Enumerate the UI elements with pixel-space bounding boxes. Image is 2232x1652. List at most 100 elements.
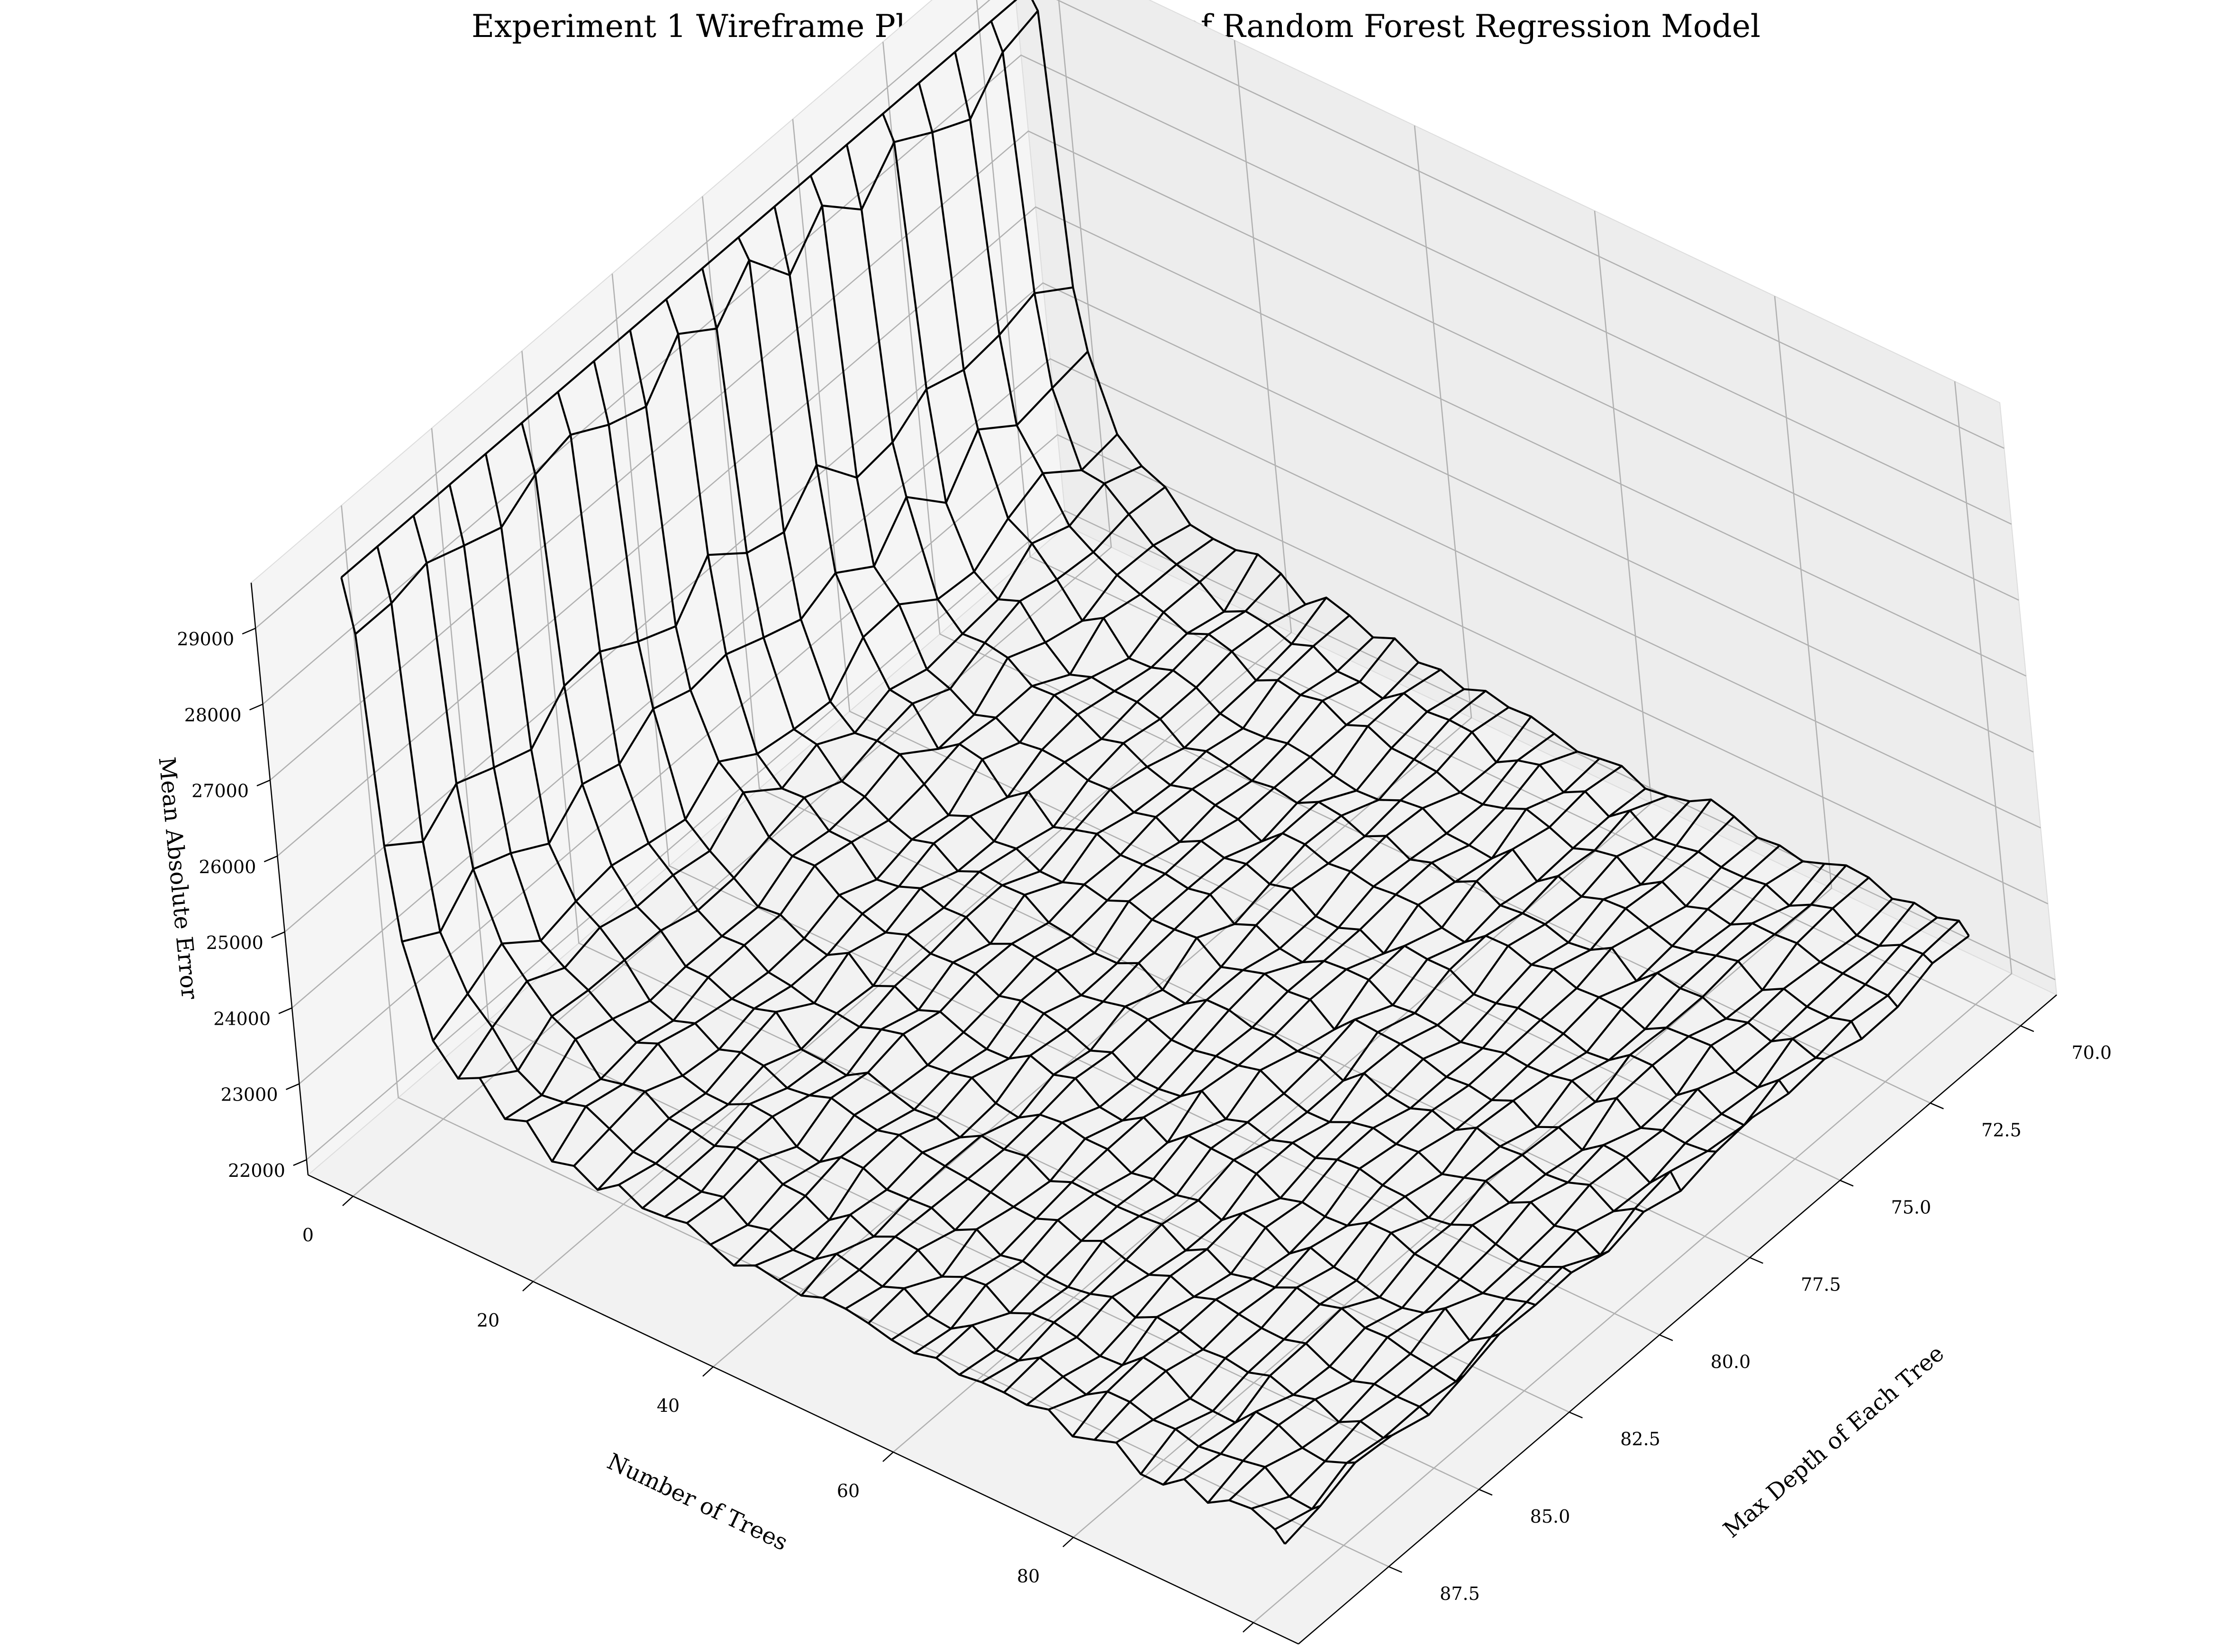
wire-line-trees [384,286,1073,847]
x-tick-label: 80 [1017,1566,1040,1587]
z-tick-label: 22000 [228,1160,285,1181]
wire-line-trees [597,573,1282,1191]
y-tick-label: 77.5 [1801,1274,1841,1295]
wire-line-trees [1251,917,1938,1510]
wire-line-trees [733,661,1419,1266]
z-tick-label: 26000 [199,857,256,877]
wire-line-trees [686,636,1374,1224]
wire-line-trees [1162,865,1847,1486]
x-tick [342,1196,354,1206]
y-axis-label: Max Depth of Each Tree [1718,1340,1949,1543]
wire-line-trees [340,0,1017,578]
z-tick [293,1159,307,1166]
wire-line-trees [664,614,1351,1218]
wire-line-trees [868,732,1555,1324]
z-tick-label: 23000 [221,1084,278,1105]
z-tick-label: 25000 [206,932,263,953]
y-tick [1749,1257,1763,1264]
y-tick [2020,1025,2034,1032]
z-tick [256,779,271,786]
wire-line-trees [845,716,1532,1310]
x-tick-label: 20 [477,1310,499,1331]
z-tick [286,1083,300,1090]
z-tick-label: 29000 [177,629,234,650]
z-axis-line [250,582,309,1175]
z-grid-line [277,206,2026,857]
z-grid-line [255,0,2005,629]
x-tick [1243,1622,1254,1633]
wire-line-trees [710,638,1396,1246]
z-tick [271,931,285,939]
x-tick [1062,1537,1074,1547]
wire-line-trees [778,688,1465,1282]
x-tick-label: 100 [1191,1651,1226,1652]
grid-lines [255,0,2056,1623]
wire-line-trees [432,433,1118,1041]
y-tick-label: 75.0 [1891,1197,1932,1218]
wire-line-trees [1228,902,1915,1501]
wire-line-trees [354,10,1039,635]
wire-line-trees [642,597,1327,1209]
z-grid-line [262,54,2012,705]
x-tick-label: 60 [837,1480,860,1501]
y-tick [1840,1180,1854,1187]
wire-line-trees [479,486,1166,1079]
wire-line-trees [1140,863,1825,1475]
z-tick [278,1007,292,1014]
z-tick-label: 28000 [184,704,242,725]
x-tick [702,1366,714,1377]
wire-line-trees [573,553,1259,1167]
wire-line-trees [891,750,1578,1341]
x-tick-label: 40 [657,1395,680,1416]
x-tick [522,1281,534,1291]
axis-ticks: 0 20 40 60 80 100 70.0 72.5 75.0 77.5 80.0 82.5 85.0… [177,582,2112,1652]
wire-line-trees [800,690,1487,1296]
y-tick [1930,1102,1944,1110]
wire-line-trees [1071,837,1759,1437]
y-tick [1479,1489,1493,1496]
z-tick-label: 27000 [191,781,249,802]
z-tick [263,855,278,863]
y-tick-label: 72.5 [1981,1119,2022,1140]
y-tick [1659,1334,1673,1341]
z-tick [249,704,263,711]
z-grid-line [291,358,2041,1009]
z-grid-line [306,510,2056,1160]
wire-line-trees [935,765,1623,1359]
wire-line-trees [1183,876,1869,1480]
wire-line-trees [1284,935,1970,1545]
wire-line-trees [1094,845,1781,1441]
z-grid-line [299,434,2049,1084]
wire-line-trees [755,668,1442,1267]
wire-line-trees [1048,816,1735,1411]
x-axis-label: Number of Trees [603,1448,792,1556]
wire-line-trees [526,538,1214,1122]
wire-line-trees [401,351,1089,943]
wireframe-surface [340,0,1970,1545]
y-tick-label: 85.0 [1530,1506,1570,1527]
y-tick-label: 82.5 [1620,1429,1660,1450]
wire-line-trees [914,758,1600,1354]
x-axis-line [308,1174,1299,1645]
wire-line-trees [551,549,1237,1162]
axes-panes [250,0,2058,1645]
wire-line-trees [1207,898,1893,1504]
x-tick [882,1452,894,1462]
wire-line-trees [959,787,1646,1376]
z-tick-label: 24000 [213,1008,271,1029]
z-grid-line [270,130,2019,781]
y-tick-label: 70.0 [2072,1042,2112,1063]
y-tick [1569,1411,1583,1418]
wire-line-trees [1274,920,1960,1531]
wire-line-trees [1003,800,1690,1393]
z-tick [242,628,256,635]
wire-line-trees [822,706,1509,1299]
y-tick-label: 87.5 [1440,1583,1480,1604]
z-grid-line [284,282,2034,933]
x-tick-label: 0 [302,1225,314,1246]
wire-line-trees [981,795,1668,1383]
wire-line-trees [618,604,1306,1186]
wire-line-trees [1026,799,1712,1406]
y-tick [1388,1566,1402,1573]
